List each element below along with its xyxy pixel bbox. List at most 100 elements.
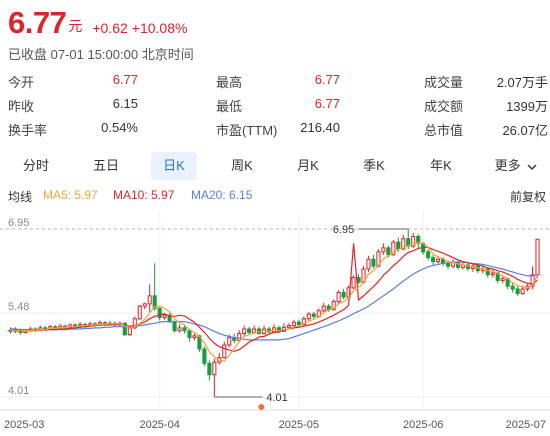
candle-body (535, 238, 540, 276)
y-tick-label: 4.01 (8, 385, 29, 397)
stat-label: 换手率 (8, 123, 48, 138)
x-tick-label: 2025-07 (506, 419, 546, 431)
candle-body (431, 257, 436, 263)
tab-quarterly-k[interactable]: 季K (363, 158, 385, 173)
candle-body (366, 258, 371, 270)
candle-body (291, 321, 296, 327)
candle-body (510, 285, 515, 290)
price-change: +0.62 (92, 20, 128, 36)
candle-body (426, 251, 431, 259)
stat-label: 总市值 (424, 123, 464, 138)
price-change-pct: +10.08% (131, 20, 188, 36)
stat-label: 最低 (216, 99, 243, 114)
candle-body (242, 328, 247, 335)
candle-body (411, 235, 416, 247)
chevron-down-icon (527, 164, 537, 170)
candle-body (336, 291, 341, 303)
candle-body (207, 362, 212, 376)
candle-body (351, 277, 356, 289)
candle-body (127, 327, 132, 336)
ma10-label: MA10: 5.97 (113, 188, 175, 202)
tab-yearly-k[interactable]: 年K (430, 158, 452, 173)
candle-body (500, 278, 505, 281)
stats-row: 今开 6.77 最高 6.77 成交量 2.07万手 (8, 72, 548, 96)
x-tick-label: 2025-03 (4, 419, 44, 431)
stat-value: 6.77 (112, 72, 138, 87)
candle-body (520, 288, 525, 295)
adjust-toggle[interactable]: 前复权 (509, 190, 546, 204)
stat-label: 成交量 (424, 75, 464, 90)
quote-stats: 今开 6.77 最高 6.77 成交量 2.07万手 昨收 6.15 最低 6.… (8, 72, 548, 144)
price-unit: 元 (68, 18, 83, 34)
candle-body (202, 348, 207, 364)
event-marker-dot (258, 404, 265, 410)
candle-body (237, 333, 242, 341)
ma5-label: MA5: 5.97 (43, 188, 98, 202)
stat-label: 成交额 (424, 99, 464, 114)
kline-chart[interactable]: 6.95 5.48 4.01 2025-03 2025-04 2025-05 2025-06… (0, 210, 550, 436)
candle-body (331, 301, 336, 311)
candle-body (490, 272, 495, 276)
tab-five-day[interactable]: 五日 (92, 158, 119, 173)
candle-body (162, 314, 167, 319)
x-tick-label: 2025-06 (403, 419, 443, 431)
low-annotation-label: 4.01 (266, 392, 287, 404)
candle-body (445, 262, 451, 267)
stat-label: 昨收 (8, 99, 35, 114)
candle-body (391, 241, 396, 256)
candle-body (311, 313, 316, 317)
candle-body (321, 305, 326, 312)
stat-value: 6.77 (314, 96, 340, 111)
stat-value: 6.77 (314, 72, 340, 87)
tab-daily-k[interactable]: 日K (151, 152, 197, 180)
candle-body (286, 325, 291, 328)
candle-body (182, 327, 187, 332)
candle-body (247, 328, 252, 333)
stats-row: 昨收 6.15 最低 6.77 成交额 1399万 (8, 96, 548, 120)
candle-body (386, 247, 391, 256)
x-tick-label: 2025-05 (279, 419, 319, 431)
candle-body (485, 268, 490, 276)
current-price: 6.77 (8, 5, 67, 40)
stat-label: 最高 (216, 75, 243, 90)
candle-body (172, 321, 177, 332)
y-tick-label: 5.48 (8, 301, 29, 313)
candle-body (122, 322, 127, 336)
stat-value: 216.40 (300, 120, 340, 135)
candle-body (306, 313, 311, 320)
indicator-name[interactable]: 均线 (8, 190, 33, 204)
tab-more-label: 更多 (494, 158, 521, 173)
stat-value: 6.15 (112, 96, 138, 111)
stat-label: 今开 (8, 75, 35, 90)
candle-body (515, 288, 520, 295)
candle-body (192, 335, 197, 339)
high-annotation-label: 6.95 (333, 224, 354, 236)
candle-body (341, 291, 346, 298)
candle-body (132, 318, 137, 329)
stat-value: 0.54% (101, 120, 138, 135)
x-tick-label: 2025-04 (139, 419, 179, 431)
price-header: 6.77 元 +0.62 +10.08% (8, 4, 187, 38)
candle-body (436, 258, 441, 263)
ma10-line (10, 243, 538, 352)
stats-row: 换手率 0.54% 市盈(TTM) 216.40 总市值 26.07亿 (8, 120, 548, 144)
ma-legend: 均线 MA5: 5.97 MA10: 5.97 MA20: 6.15 前复权 (8, 188, 546, 206)
tab-intraday[interactable]: 分时 (22, 158, 49, 173)
candle-body (227, 337, 232, 346)
stat-value: 26.07亿 (502, 123, 548, 138)
market-status: 已收盘 07-01 15:00:00 北京时间 (8, 47, 194, 62)
tab-monthly-k[interactable]: 月K (297, 158, 319, 173)
candle-body (455, 262, 461, 268)
candle-body (222, 344, 227, 359)
ma5-line (10, 242, 539, 362)
tab-weekly-k[interactable]: 周K (231, 158, 253, 173)
y-tick-label: 6.95 (8, 217, 29, 229)
tab-more[interactable]: 更多 (488, 152, 544, 180)
ma20-label: MA20: 6.15 (191, 188, 253, 202)
stat-value: 2.07万手 (496, 75, 548, 90)
candle-body (157, 307, 162, 319)
candle-body (137, 305, 142, 320)
period-tabs: 分时 五日 日K 周K 月K 季K 年K 更多 (0, 150, 550, 182)
candle-body (187, 330, 192, 339)
candle-body (212, 361, 217, 376)
